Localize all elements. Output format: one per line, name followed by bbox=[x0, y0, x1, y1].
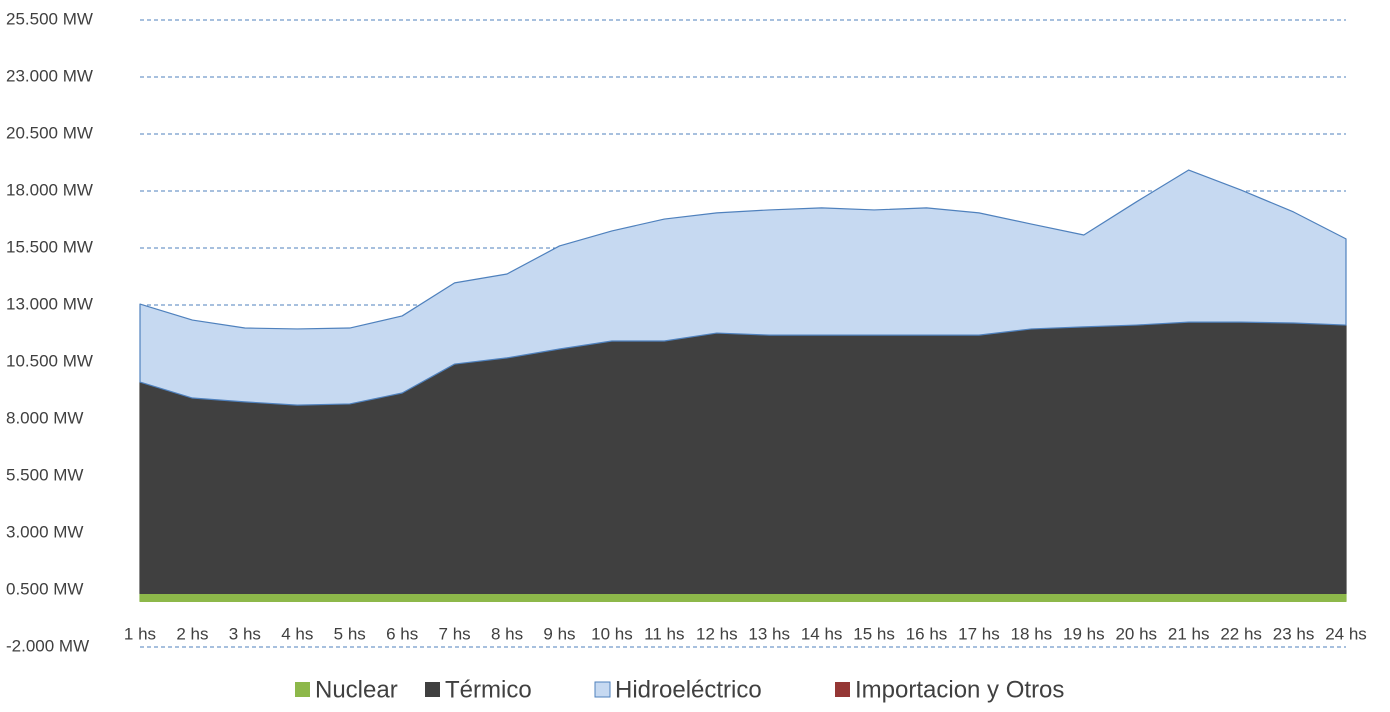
area bbox=[139, 592, 1347, 603]
x-tick-label: 10 hs bbox=[591, 624, 633, 643]
y-tick-label: 8.000 MW bbox=[6, 408, 83, 427]
x-tick-label: 1 hs bbox=[124, 624, 156, 643]
x-tick-label: 16 hs bbox=[906, 624, 948, 643]
y-tick-label: 25.500 MW bbox=[6, 9, 93, 28]
legend-label: Hidroeléctrico bbox=[615, 676, 762, 703]
legend-swatch bbox=[425, 682, 440, 697]
x-tick-label: 11 hs bbox=[644, 624, 684, 643]
x-tick-label: 15 hs bbox=[853, 624, 895, 643]
legend-swatch bbox=[295, 682, 310, 697]
x-tick-label: 7 hs bbox=[439, 624, 471, 643]
y-tick-label: 20.500 MW bbox=[6, 123, 93, 142]
x-tick-label: 2 hs bbox=[176, 624, 208, 643]
y-tick-label: 18.000 MW bbox=[6, 180, 93, 199]
area bbox=[139, 169, 1347, 406]
legend-label: Térmico bbox=[445, 676, 532, 703]
x-tick-label: 14 hs bbox=[801, 624, 843, 643]
x-tick-label: 24 hs bbox=[1325, 624, 1367, 643]
x-tick-label: 18 hs bbox=[1011, 624, 1053, 643]
legend-swatch bbox=[594, 681, 611, 698]
y-tick-label: -2.000 MW bbox=[6, 636, 89, 655]
legend-label: Nuclear bbox=[315, 676, 398, 703]
legend-swatch bbox=[835, 682, 850, 697]
y-tick-label: 15.500 MW bbox=[6, 237, 93, 256]
x-tick-label: 3 hs bbox=[229, 624, 261, 643]
x-tick-label: 13 hs bbox=[748, 624, 790, 643]
x-tick-label: 4 hs bbox=[281, 624, 313, 643]
y-tick-label: 0.500 MW bbox=[6, 579, 83, 598]
y-tick-label: 5.500 MW bbox=[6, 465, 83, 484]
legend: Nuclear Térmico Hidroeléctrico Importacion … bbox=[295, 676, 1064, 703]
y-tick-label: 10.500 MW bbox=[6, 351, 93, 370]
x-tick-label: 23 hs bbox=[1273, 624, 1315, 643]
x-tick-label: 12 hs bbox=[696, 624, 738, 643]
x-tick-label: 20 hs bbox=[1115, 624, 1157, 643]
x-tick-label: 22 hs bbox=[1220, 624, 1262, 643]
x-tick-label: 17 hs bbox=[958, 624, 1000, 643]
y-tick-label: 3.000 MW bbox=[6, 522, 83, 541]
x-tick-label: 5 hs bbox=[334, 624, 366, 643]
y-tick-label: 13.000 MW bbox=[6, 294, 93, 313]
x-tick-label: 21 hs bbox=[1168, 624, 1210, 643]
legend-label: Importacion y Otros bbox=[855, 676, 1064, 703]
y-tick-label: 23.000 MW bbox=[6, 66, 93, 85]
x-tick-label: 8 hs bbox=[491, 624, 523, 643]
x-tick-label: 9 hs bbox=[543, 624, 575, 643]
x-tick-label: 6 hs bbox=[386, 624, 418, 643]
x-tick-label: 19 hs bbox=[1063, 624, 1105, 643]
